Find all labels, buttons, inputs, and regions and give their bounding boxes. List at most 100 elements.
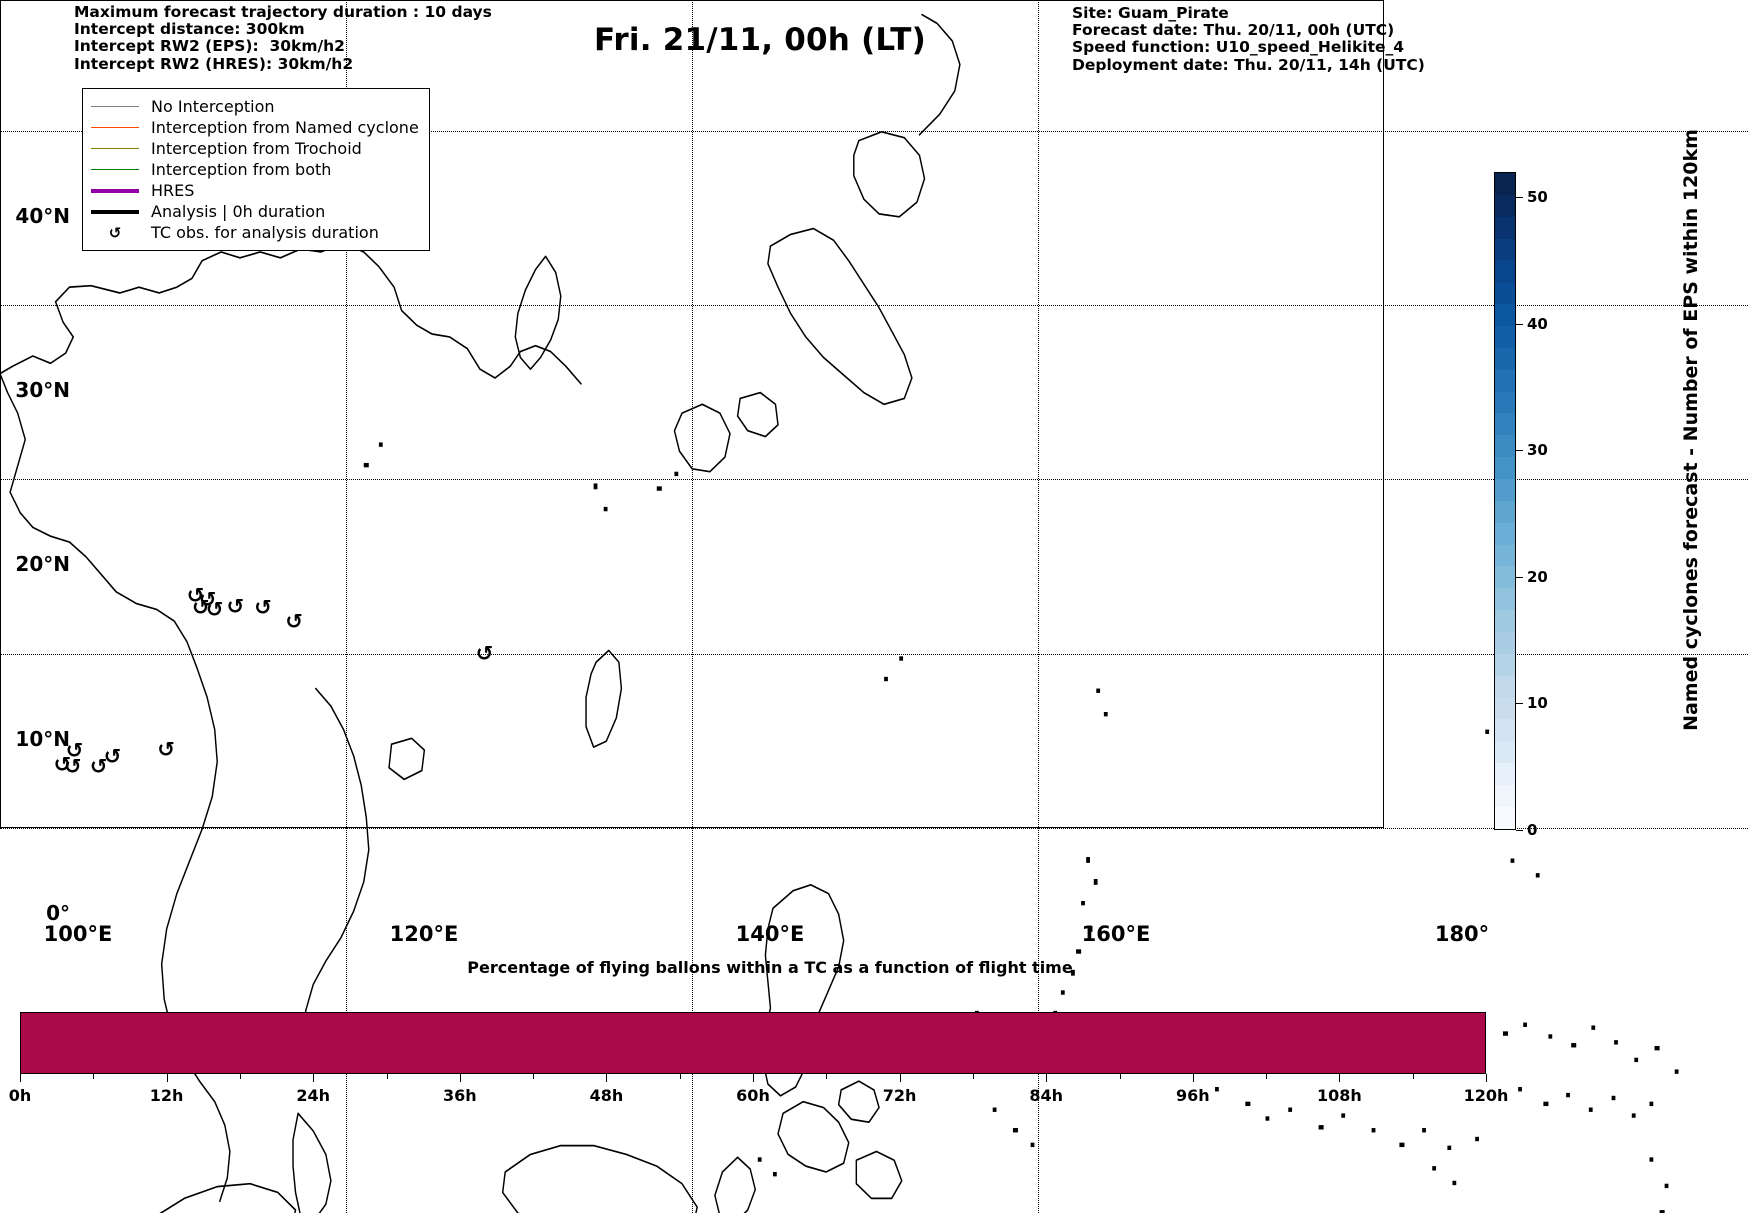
tc-observation-marker: ↺ [63,754,82,779]
colorbar-segment [1495,610,1515,633]
colorbar-tick-label: 20 [1527,567,1548,586]
time-minor-tick [1119,1074,1121,1079]
colorbar-segment [1495,435,1515,458]
header-left-info: Maximum forecast trajectory duration : 1… [74,3,492,73]
gridline-lon [1038,0,1039,1213]
lat-tick-20: 20°N [15,552,70,577]
legend-label: Interception from Named cyclone [151,118,419,137]
island-marker [378,442,383,447]
island-marker [593,483,598,490]
time-minor-tick [826,1074,828,1079]
colorbar-segment [1495,500,1515,523]
lon-tick-100: 100°E [43,922,113,946]
colorbar: 0 10 20 30 40 50 [1494,172,1548,839]
colorbar-segment [1495,391,1515,414]
time-tick [459,1074,461,1082]
colorbar-segment [1495,763,1515,786]
bottom-chart-axes[interactable] [20,1012,1486,1074]
island-marker [674,471,679,477]
colorbar-tick [1516,450,1523,452]
colorbar-segment [1495,304,1515,327]
header-right-info: Site: Guam_Pirate Forecast date: Thu. 20… [1072,4,1425,74]
lat-tick-10: 10°N [15,726,70,751]
legend-item[interactable]: Analysis | 0h duration [91,201,419,222]
legend-item[interactable]: Interception from Named cyclone [91,117,419,138]
colorbar-segment [1495,260,1515,283]
colorbar-segment [1495,632,1515,654]
colorbar-tick [1516,576,1523,578]
legend-swatch [91,106,139,107]
colorbar-segment [1495,675,1515,698]
gridline-lat [0,653,1748,655]
legend-item[interactable]: ↺ TC obs. for analysis duration [91,222,419,243]
island-marker [656,486,662,491]
colorbar-segment [1495,173,1515,195]
time-minor-tick [1266,1074,1268,1079]
colorbar-segment [1495,326,1515,348]
time-tick-label: 60h [736,1086,770,1105]
colorbar-label: Named cyclones forecast - Number of EPS … [1676,0,1706,860]
legend-swatch [91,169,139,170]
time-tick [1046,1074,1048,1082]
colorbar-tick-label: 30 [1527,441,1548,460]
tc-observation-marker: ↺ [226,594,245,619]
legend-swatch [91,209,139,214]
time-tick-label: 120h [1463,1086,1509,1105]
lat-tick-30: 30°N [15,378,70,403]
colorbar-tick-label: 50 [1527,188,1548,207]
island-marker [603,506,608,512]
map-legend[interactable]: No Interception Interception from Named c… [82,88,430,251]
colorbar-segment [1495,238,1515,261]
time-tick [313,1074,315,1082]
legend-swatch [91,188,139,193]
legend-swatch [91,148,139,149]
tc-observation-marker: ↺ [53,752,72,777]
coastline-path [767,227,913,406]
colorbar-segment [1495,347,1515,370]
gridline-lat [0,479,1748,481]
gridline-lat [0,305,1748,307]
colorbar-label-text: Named cyclones forecast - Number of EPS … [1680,129,1703,731]
tc-observation-marker: ↺ [157,737,175,762]
time-minor-tick [972,1074,974,1079]
legend-item[interactable]: Interception from both [91,159,419,180]
coastline-path [673,403,731,473]
coastline-path [304,687,370,1039]
time-minor-tick [386,1074,388,1079]
legend-item[interactable]: Interception from Trochoid [91,138,419,159]
tc-observation-marker: ↺ [103,744,122,769]
time-minor-tick [533,1074,535,1079]
legend-item[interactable]: HRES [91,180,419,201]
tc-observation-marker: ↺ [186,583,205,608]
colorbar-segment [1495,413,1515,436]
colorbar-segment [1495,566,1515,589]
lon-tick-160: 160°E [1081,922,1151,946]
time-tick-label: 72h [882,1086,917,1105]
coastline-path [0,242,582,385]
island-marker [1096,688,1101,693]
colorbar-segment [1495,369,1515,392]
time-tick-label: 12h [149,1086,184,1105]
page-title: Fri. 21/11, 00h (LT) [594,22,926,58]
island-marker [884,676,888,682]
legend-label: HRES [151,181,195,200]
colorbar-segment [1495,479,1515,501]
colorbar-segment [1495,544,1515,567]
time-tick [753,1074,754,1082]
legend-label: Interception from both [151,160,332,179]
tc-observation-marker: ↺ [191,595,210,620]
time-tick [1486,1074,1487,1082]
colorbar-segment [1495,741,1515,764]
legend-label: Analysis | 0h duration [151,202,326,221]
lat-tick-0: 0° [46,901,70,925]
colorbar-tick [1516,323,1523,325]
time-tick [1192,1074,1194,1082]
legend-item[interactable]: No Interception [91,96,419,117]
time-tick-label: 84h [1029,1086,1064,1105]
colorbar-segment [1495,194,1515,217]
time-tick-label: 108h [1316,1086,1362,1105]
colorbar-segment [1495,457,1515,480]
time-tick-label: 24h [296,1086,331,1105]
tc-observation-marker: ↺ [198,587,217,612]
time-tick [606,1074,608,1082]
